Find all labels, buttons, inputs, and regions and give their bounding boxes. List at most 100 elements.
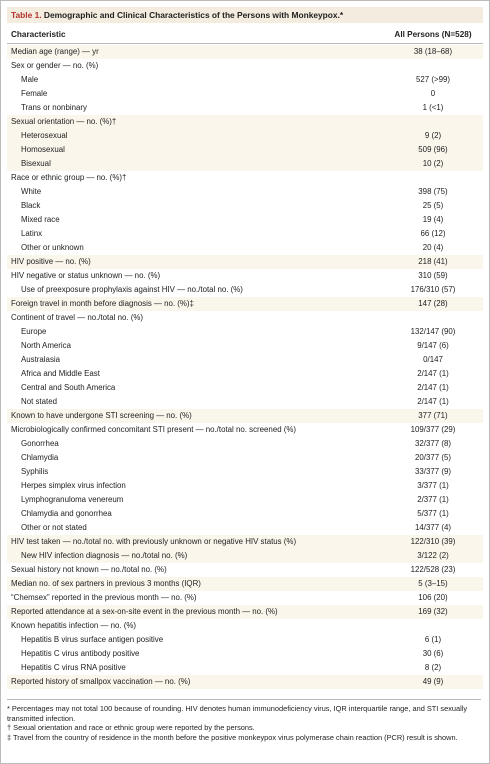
- footnotes: * Percentages may not total 100 because …: [7, 699, 481, 742]
- row-label: Herpes simplex virus infection: [21, 481, 126, 490]
- row-value: 5/377 (1): [417, 509, 449, 518]
- table-subrow: Chlamydia 20/377 (5): [7, 451, 483, 465]
- row-label: “Chemsex” reported in the previous month…: [11, 593, 197, 602]
- table-subrow: Black 25 (5): [7, 199, 483, 213]
- table-row: Known to have undergone STI screening — …: [7, 409, 483, 423]
- row-label: Black: [21, 201, 41, 210]
- table-label: Table 1.: [11, 10, 42, 20]
- table-row: Median age (range) — yr 38 (18–68): [7, 45, 483, 59]
- row-value: 527 (>99): [416, 75, 450, 84]
- table-row: “Chemsex” reported in the previous month…: [7, 591, 483, 605]
- row-value: 509 (96): [418, 145, 448, 154]
- row-value: 3/122 (2): [417, 551, 449, 560]
- row-label: Bisexual: [21, 159, 51, 168]
- table-subrow: Not stated 2/147 (1): [7, 395, 483, 409]
- row-value: 9/147 (6): [417, 341, 449, 350]
- table-row: Reported history of smallpox vaccination…: [7, 675, 483, 689]
- row-label: Homosexual: [21, 145, 65, 154]
- row-value: 25 (5): [422, 201, 444, 210]
- row-label: Gonorrhea: [21, 439, 59, 448]
- row-value: 20/377 (5): [415, 453, 451, 462]
- table-subrow: Gonorrhea 32/377 (8): [7, 437, 483, 451]
- table-body: Median age (range) — yr 38 (18–68) Sex or …: [7, 45, 483, 689]
- row-value: 66 (12): [420, 229, 446, 238]
- table-subrow: Latinx 66 (12): [7, 227, 483, 241]
- table-subrow: Lymphogranuloma venereum 2/377 (1): [7, 493, 483, 507]
- row-value: 8 (2): [424, 663, 442, 672]
- row-value: 377 (71): [418, 411, 448, 420]
- row-label: Median age (range) — yr: [11, 47, 99, 56]
- row-label: Known to have undergone STI screening — …: [11, 411, 192, 420]
- row-value: 9 (2): [424, 131, 442, 140]
- column-label: All Persons (N=528): [394, 30, 472, 39]
- table-row: Foreign travel in month before diagnosis…: [7, 297, 483, 311]
- table-subrow: Male 527 (>99): [7, 73, 483, 87]
- row-label: Foreign travel in month before diagnosis…: [11, 299, 194, 308]
- table-subrow: Hepatitis C virus RNA positive 8 (2): [7, 661, 483, 675]
- row-label: Hepatitis B virus surface antigen positi…: [21, 635, 164, 644]
- table-subrow: Mixed race 19 (4): [7, 213, 483, 227]
- row-label: North America: [21, 341, 71, 350]
- table-row: Microbiologically confirmed concomitant …: [7, 423, 483, 437]
- row-label: HIV positive — no. (%): [11, 257, 91, 266]
- row-value: 3/377 (1): [417, 481, 449, 490]
- row-label: Central and South America: [21, 383, 116, 392]
- row-value: 32/377 (8): [415, 439, 451, 448]
- row-value: 122/310 (39): [410, 537, 456, 546]
- table-subrow: Other or not stated 14/377 (4): [7, 521, 483, 535]
- row-label: Continent of travel — no./total no. (%): [11, 313, 144, 322]
- row-label: Hepatitis C virus antibody positive: [21, 649, 140, 658]
- row-value: 106 (20): [418, 593, 448, 602]
- table-subrow: Use of preexposure prophylaxis against H…: [7, 283, 483, 297]
- row-label: Australasia: [21, 355, 61, 364]
- row-label: Sex or gender — no. (%): [11, 61, 99, 70]
- table-subrow: Homosexual 509 (96): [7, 143, 483, 157]
- row-label: HIV test taken — no./total no. with prev…: [11, 537, 297, 546]
- row-label: Other or unknown: [21, 243, 84, 252]
- row-value: 2/147 (1): [417, 369, 449, 378]
- row-label: Sexual orientation — no. (%)†: [11, 117, 117, 126]
- table-subrow: Africa and Middle East 2/147 (1): [7, 367, 483, 381]
- table-subrow: New HIV infection diagnosis — no./total …: [7, 549, 483, 563]
- row-label: Trans or nonbinary: [21, 103, 87, 112]
- row-label: Chlamydia and gonorrhea: [21, 509, 112, 518]
- table-subrow: Hepatitis C virus antibody positive 30 (6…: [7, 647, 483, 661]
- table-subrow: Central and South America 2/147 (1): [7, 381, 483, 395]
- row-label: Race or ethnic group — no. (%)†: [11, 173, 127, 182]
- table-row: Sex or gender — no. (%): [7, 59, 483, 73]
- row-label: Reported attendance at a sex-on-site eve…: [11, 607, 278, 616]
- table-row: Median no. of sex partners in previous 3…: [7, 577, 483, 591]
- footnote: † Sexual orientation and race or ethnic …: [7, 723, 255, 733]
- footnote: * Percentages may not total 100 because …: [7, 704, 468, 723]
- table-subrow: Australasia 0/147: [7, 353, 483, 367]
- table-subrow: Syphilis 33/377 (9): [7, 465, 483, 479]
- row-value: 5 (3–15): [418, 579, 448, 588]
- footnote: ‡ Travel from the country of residence i…: [7, 732, 458, 742]
- row-label: Hepatitis C virus RNA positive: [21, 663, 126, 672]
- row-value: 19 (4): [422, 215, 444, 224]
- column-label: Characteristic: [11, 30, 66, 39]
- row-value: 2/147 (1): [417, 397, 449, 406]
- row-label: Reported history of smallpox vaccination…: [11, 677, 191, 686]
- row-value: 38 (18–68): [413, 47, 453, 56]
- row-value: 218 (41): [418, 257, 448, 266]
- row-label: Male: [21, 75, 39, 84]
- table-subrow: North America 9/147 (6): [7, 339, 483, 353]
- table-row: HIV negative or status unknown — no. (%)…: [7, 269, 483, 283]
- row-value: 176/310 (57): [410, 285, 456, 294]
- row-value: 33/377 (9): [415, 467, 451, 476]
- row-value: 0/147: [423, 355, 443, 364]
- row-value: 2/377 (1): [417, 495, 449, 504]
- row-label: Not stated: [21, 397, 57, 406]
- table-subrow: Other or unknown 20 (4): [7, 241, 483, 255]
- row-value: 10 (2): [422, 159, 444, 168]
- title-text: Demographic and Clinical Characteristics…: [43, 10, 344, 20]
- row-value: 169 (32): [418, 607, 448, 616]
- table-subrow: Europe 132/147 (90): [7, 325, 483, 339]
- row-value: 109/377 (29): [410, 425, 456, 434]
- row-value: 0: [430, 89, 436, 98]
- table-subrow: Heterosexual 9 (2): [7, 129, 483, 143]
- table-subrow: Chlamydia and gonorrhea 5/377 (1): [7, 507, 483, 521]
- table-row: Known hepatitis infection — no. (%): [7, 619, 483, 633]
- table-row: Reported attendance at a sex-on-site eve…: [7, 605, 483, 619]
